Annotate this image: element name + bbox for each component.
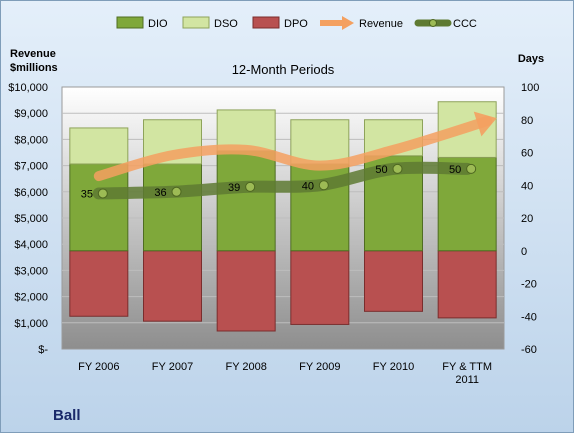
legend-label-dio: DIO <box>148 18 168 30</box>
x-tick-label: FY 2007 <box>152 361 193 373</box>
right-tick-label: -60 <box>521 344 537 356</box>
x-tick-label-line: FY 2008 <box>225 361 266 373</box>
left-tick-label: $3,000 <box>14 265 48 277</box>
right-tick-label: -20 <box>521 279 537 291</box>
legend-marker-ccc <box>429 19 437 27</box>
bar-dpo <box>143 250 202 322</box>
legend-swatch-dso <box>182 16 210 29</box>
left-tick-label: $2,000 <box>14 292 48 304</box>
right-tick-label: 100 <box>521 82 539 94</box>
right-tick-label: 80 <box>521 115 533 127</box>
bar-dpo <box>69 250 129 317</box>
revenue-arrowhead <box>473 111 497 137</box>
ccc-marker <box>392 163 403 174</box>
legend-label-ccc: CCC <box>453 18 477 30</box>
right-tick-label: 60 <box>521 148 533 160</box>
legend-label-dso: DSO <box>214 18 238 30</box>
legend-swatch-dio <box>116 16 144 29</box>
ccc-marker <box>171 186 182 197</box>
x-tick-label-line: FY 2006 <box>78 361 119 373</box>
x-tick-label: FY 2008 <box>225 361 266 373</box>
left-tick-label: $5,000 <box>14 213 48 225</box>
ccc-data-label: 40 <box>302 180 314 192</box>
bar-dso <box>290 119 350 165</box>
right-tick-label: 0 <box>521 246 527 258</box>
ccc-marker <box>97 188 108 199</box>
ccc-data-label: 50 <box>449 164 461 176</box>
left-tick-label: $4,000 <box>14 239 48 251</box>
bar-dso <box>69 127 129 165</box>
right-tick-label: 40 <box>521 180 533 192</box>
ccc-marker <box>245 181 256 192</box>
bar-dio <box>69 163 129 252</box>
revenue-line <box>93 116 493 182</box>
x-tick-label: FY 2010 <box>373 361 414 373</box>
legend-label-dpo: DPO <box>284 18 308 30</box>
right-tick-label: 20 <box>521 213 533 225</box>
x-tick-label-line: FY 2007 <box>152 361 193 373</box>
legend-label-revenue: Revenue <box>359 18 403 30</box>
company-label: Ball <box>53 407 81 424</box>
ccc-marker <box>318 180 329 191</box>
left-tick-label: $- <box>38 344 48 356</box>
x-tick-label-line: 2011 <box>455 374 479 386</box>
bar-dpo <box>437 250 497 319</box>
right-axis-title: Days <box>518 53 544 65</box>
ccc-data-label: 39 <box>228 182 240 194</box>
x-tick-label-line: FY & TTM <box>442 361 492 373</box>
right-tick-label: -40 <box>521 311 537 323</box>
x-tick-label-line: FY 2010 <box>373 361 414 373</box>
bar-dso <box>216 109 276 152</box>
x-tick-label-line: FY 2009 <box>299 361 340 373</box>
ccc-data-label: 36 <box>154 187 166 199</box>
ccc-data-label: 50 <box>375 164 387 176</box>
bar-dio <box>216 150 276 252</box>
left-axis-title: Revenue $millions <box>10 48 58 74</box>
x-tick-label: FY 2009 <box>299 361 340 373</box>
bar-dpo <box>216 250 276 332</box>
bar-dpo <box>364 250 423 312</box>
legend: DIO DSO DPO Revenue CCC <box>116 16 477 30</box>
x-tick-label: FY & TTM 2011 <box>442 361 492 386</box>
ccc-marker <box>466 163 477 174</box>
chart-title: 12-Month Periods <box>232 62 335 77</box>
left-axis-title-line: Revenue <box>10 48 56 60</box>
left-tick-label: $8,000 <box>14 134 48 146</box>
legend-swatch-dpo <box>252 16 280 29</box>
left-tick-label: $1,000 <box>14 318 48 330</box>
legend-arrowhead <box>342 16 354 30</box>
left-tick-label: $9,000 <box>14 108 48 120</box>
ccc-data-label: 35 <box>81 188 93 200</box>
x-tick-label: FY 2006 <box>78 361 119 373</box>
bar-dpo <box>290 250 350 325</box>
left-tick-label: $6,000 <box>14 187 48 199</box>
left-tick-label: $7,000 <box>14 161 48 173</box>
left-tick-label: $10,000 <box>8 82 48 94</box>
bar-dio <box>143 163 202 252</box>
left-axis-title-line: $millions <box>10 62 58 74</box>
